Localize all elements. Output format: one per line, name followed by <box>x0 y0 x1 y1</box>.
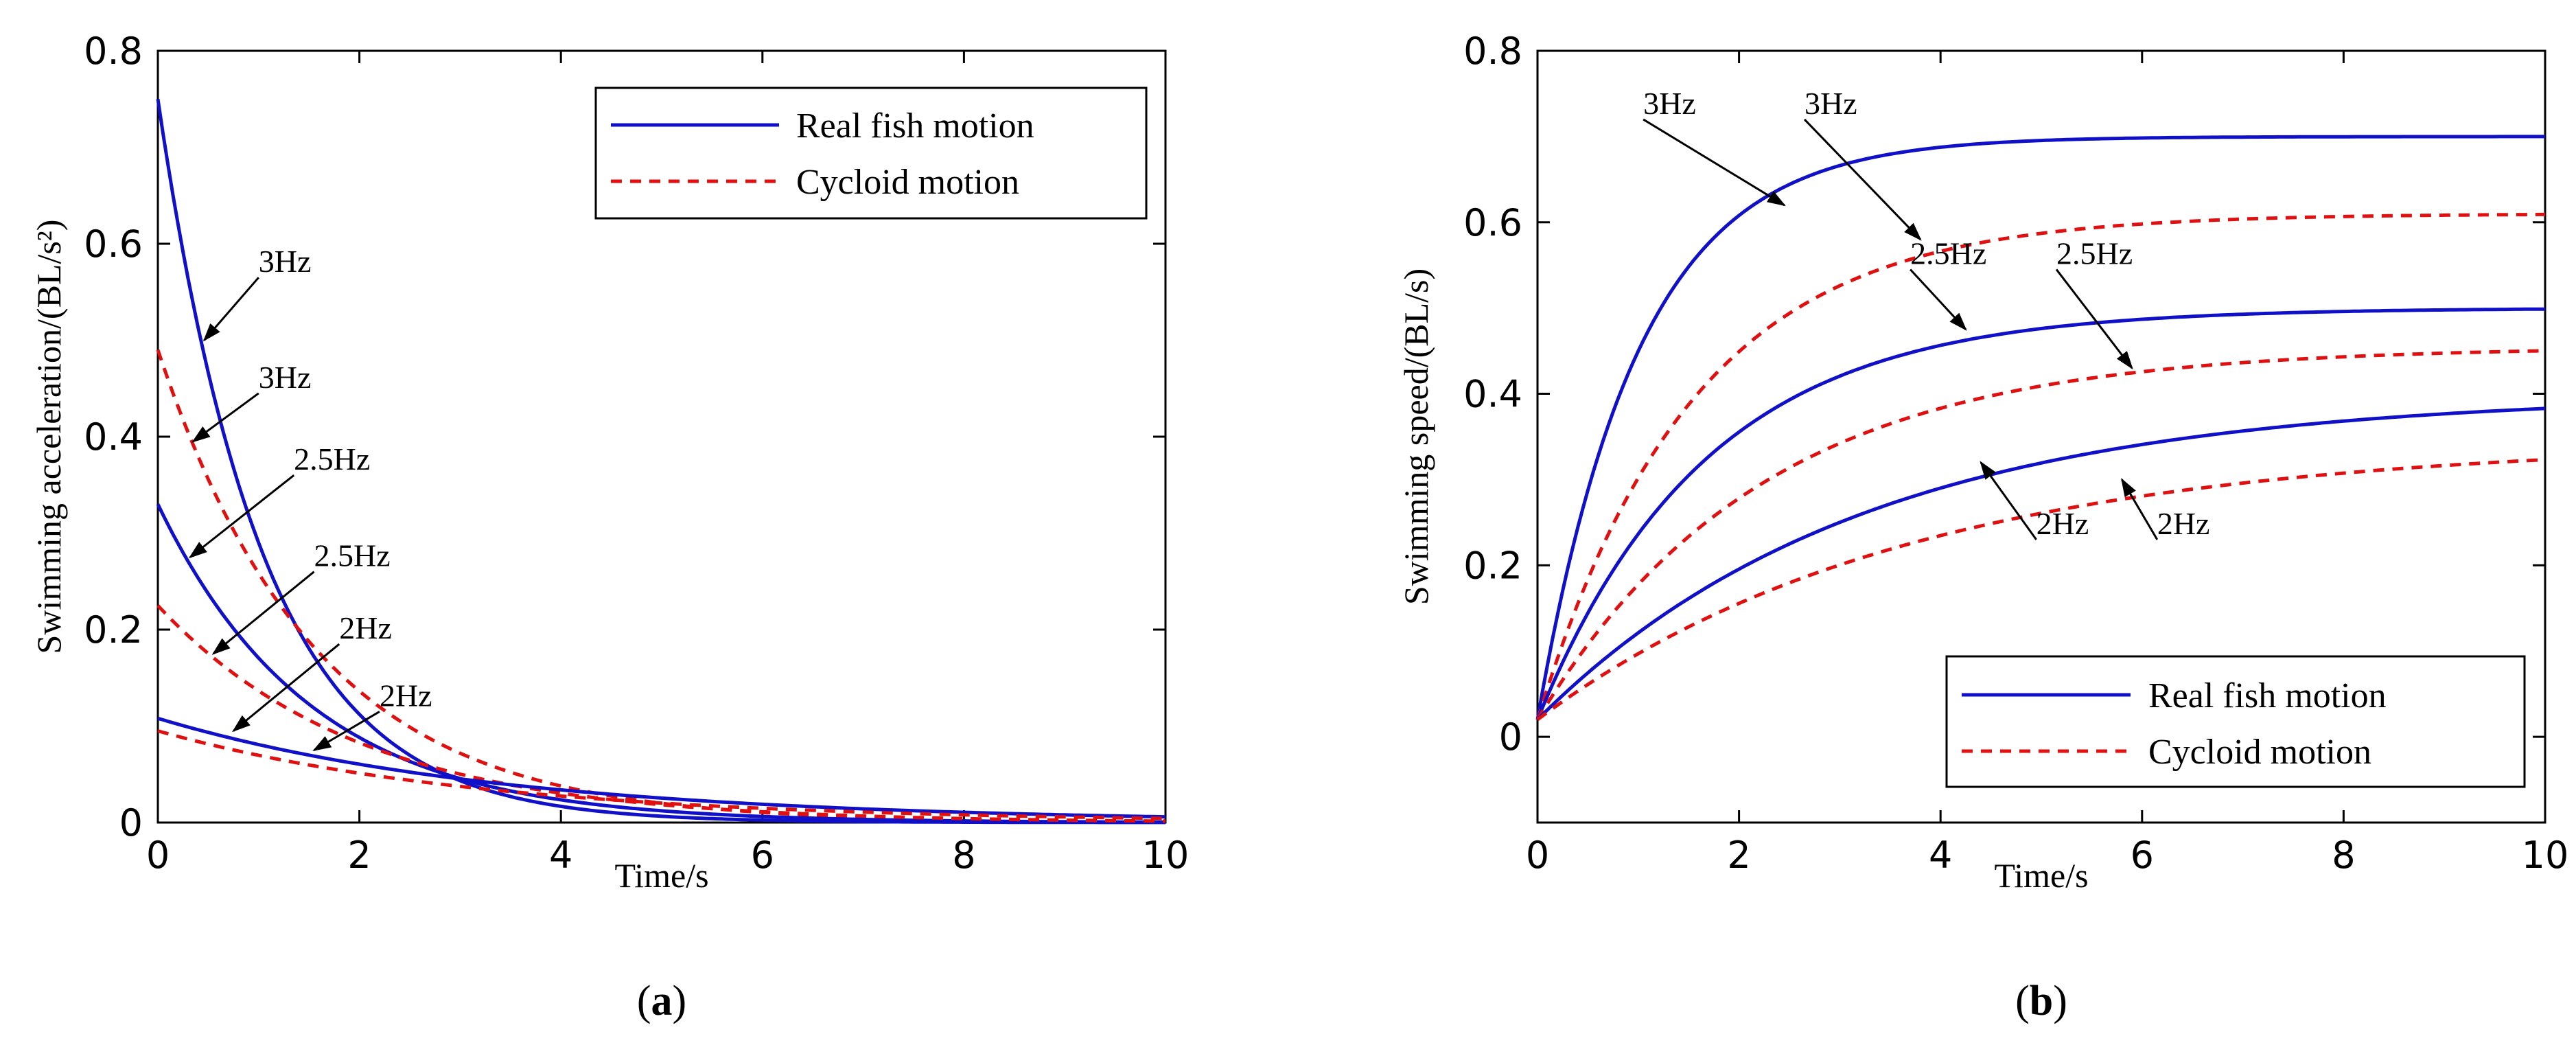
x-tick-label: 8 <box>2332 834 2355 877</box>
x-tick-label: 10 <box>1142 834 1190 877</box>
legend-box-b <box>1945 655 2526 788</box>
annotation-label: 3Hz <box>1805 86 1857 121</box>
annotation-arrow <box>2055 268 2133 370</box>
annotations-a: 3Hz 3Hz 2.5Hz 2.5Hz 2Hz 2Hz <box>188 244 432 751</box>
chart-panel-b: 0 2 4 6 8 10 0 0.2 0.4 0.6 0.8 3Hz 3Hz 2.5Hz 2.5Hz 2Hz… <box>1397 30 2568 1024</box>
annotation-label: 2.5Hz <box>294 441 370 476</box>
legend-label-cycloid-a: Cycloid motion <box>796 163 1019 202</box>
x-tick-label: 2 <box>1727 834 1750 877</box>
annotation-arrow <box>192 392 259 443</box>
annotation-arrow <box>1803 118 1922 241</box>
annotation-arrow <box>2121 478 2159 540</box>
x-axis-label-a: Time/s <box>614 856 708 895</box>
annotation-arrow <box>202 277 259 342</box>
caption-a: (a) <box>637 978 686 1024</box>
y-tick-label: 0.8 <box>84 30 143 73</box>
axis-ticks-b: 0 2 4 6 8 10 0 0.2 0.4 0.6 0.8 <box>1463 30 2568 877</box>
series-line-real <box>157 716 1166 819</box>
legend-box-a <box>594 87 1148 220</box>
y-tick-label: 0 <box>1499 715 1522 759</box>
series-line-cycloid <box>156 604 1166 823</box>
legend-label-real-b: Real fish motion <box>2148 676 2387 715</box>
axis-ticks-a: 0 2 4 6 8 10 0 0.2 0.4 0.6 0.8 <box>84 30 1189 877</box>
annotation-label: 2Hz <box>2037 506 2089 541</box>
annotation-arrow <box>312 711 380 751</box>
annotation-label: 2.5Hz <box>1910 236 1986 271</box>
annotation-label: 2Hz <box>339 610 392 645</box>
y-tick-label: 0.6 <box>84 222 143 266</box>
x-tick-label: 6 <box>2131 834 2154 877</box>
annotation-arrow <box>1643 118 1786 207</box>
annotation-label: 3Hz <box>259 244 312 279</box>
series-group-b <box>1535 135 2546 722</box>
y-tick-label: 0 <box>119 801 143 845</box>
annotation-label: 2Hz <box>2157 506 2210 541</box>
series-line-real <box>1535 135 2545 720</box>
annotation-arrow <box>188 474 295 559</box>
chart-panel-a: 0 2 4 6 8 10 0 0.2 0.4 0.6 0.8 3Hz 3Hz 2.5Hz 2.5Hz 2Hz… <box>30 30 1189 1024</box>
x-tick-label: 0 <box>146 834 170 877</box>
x-tick-label: 8 <box>952 834 975 877</box>
y-axis-label-a: Swimming acceleration/(BL/s²) <box>30 220 68 654</box>
series-line-cycloid <box>1535 349 2546 721</box>
x-tick-label: 6 <box>751 834 774 877</box>
legend-label-cycloid-b: Cycloid motion <box>2148 733 2371 772</box>
annotation-arrow <box>232 643 340 733</box>
annotation-arrow <box>1910 268 1967 331</box>
legend-label-real-a: Real fish motion <box>796 106 1034 146</box>
x-tick-label: 4 <box>549 834 572 877</box>
series-line-cycloid <box>1535 212 2545 720</box>
annotation-arrow <box>1980 461 2037 540</box>
x-tick-label: 4 <box>1929 834 1952 877</box>
x-tick-label: 0 <box>1526 834 1549 877</box>
series-line-cycloid <box>1536 458 2546 722</box>
legend-a: Real fish motion Cycloid motion <box>594 87 1148 220</box>
annotation-label: 2.5Hz <box>2056 236 2133 271</box>
series-line-real <box>156 503 1166 824</box>
series-line-real <box>1536 406 2546 721</box>
y-tick-label: 0.4 <box>1463 373 1522 416</box>
annotation-label: 2Hz <box>380 678 432 713</box>
series-line-cycloid <box>157 729 1166 820</box>
annotation-label: 3Hz <box>259 360 312 395</box>
x-axis-label-b: Time/s <box>1994 856 2088 895</box>
annotation-label: 2.5Hz <box>314 538 391 573</box>
x-tick-label: 10 <box>2522 834 2569 877</box>
legend-b: Real fish motion Cycloid motion <box>1945 655 2526 788</box>
series-group-a <box>156 98 1166 825</box>
x-tick-label: 2 <box>347 834 371 877</box>
annotation-arrow <box>211 571 315 655</box>
annotation-label: 3Hz <box>1643 86 1696 121</box>
y-tick-label: 0.8 <box>1463 30 1522 73</box>
y-tick-label: 0.2 <box>84 608 143 652</box>
y-tick-label: 0.4 <box>84 415 143 459</box>
caption-b: (b) <box>2015 978 2067 1024</box>
annotations-b: 3Hz 3Hz 2.5Hz 2.5Hz 2Hz 2Hz <box>1643 86 2209 541</box>
y-tick-label: 0.2 <box>1463 544 1522 587</box>
series-line-real <box>1535 307 2545 721</box>
y-tick-label: 0.6 <box>1463 201 1522 244</box>
y-axis-label-b: Swimming speed/(BL/s) <box>1397 268 1435 605</box>
